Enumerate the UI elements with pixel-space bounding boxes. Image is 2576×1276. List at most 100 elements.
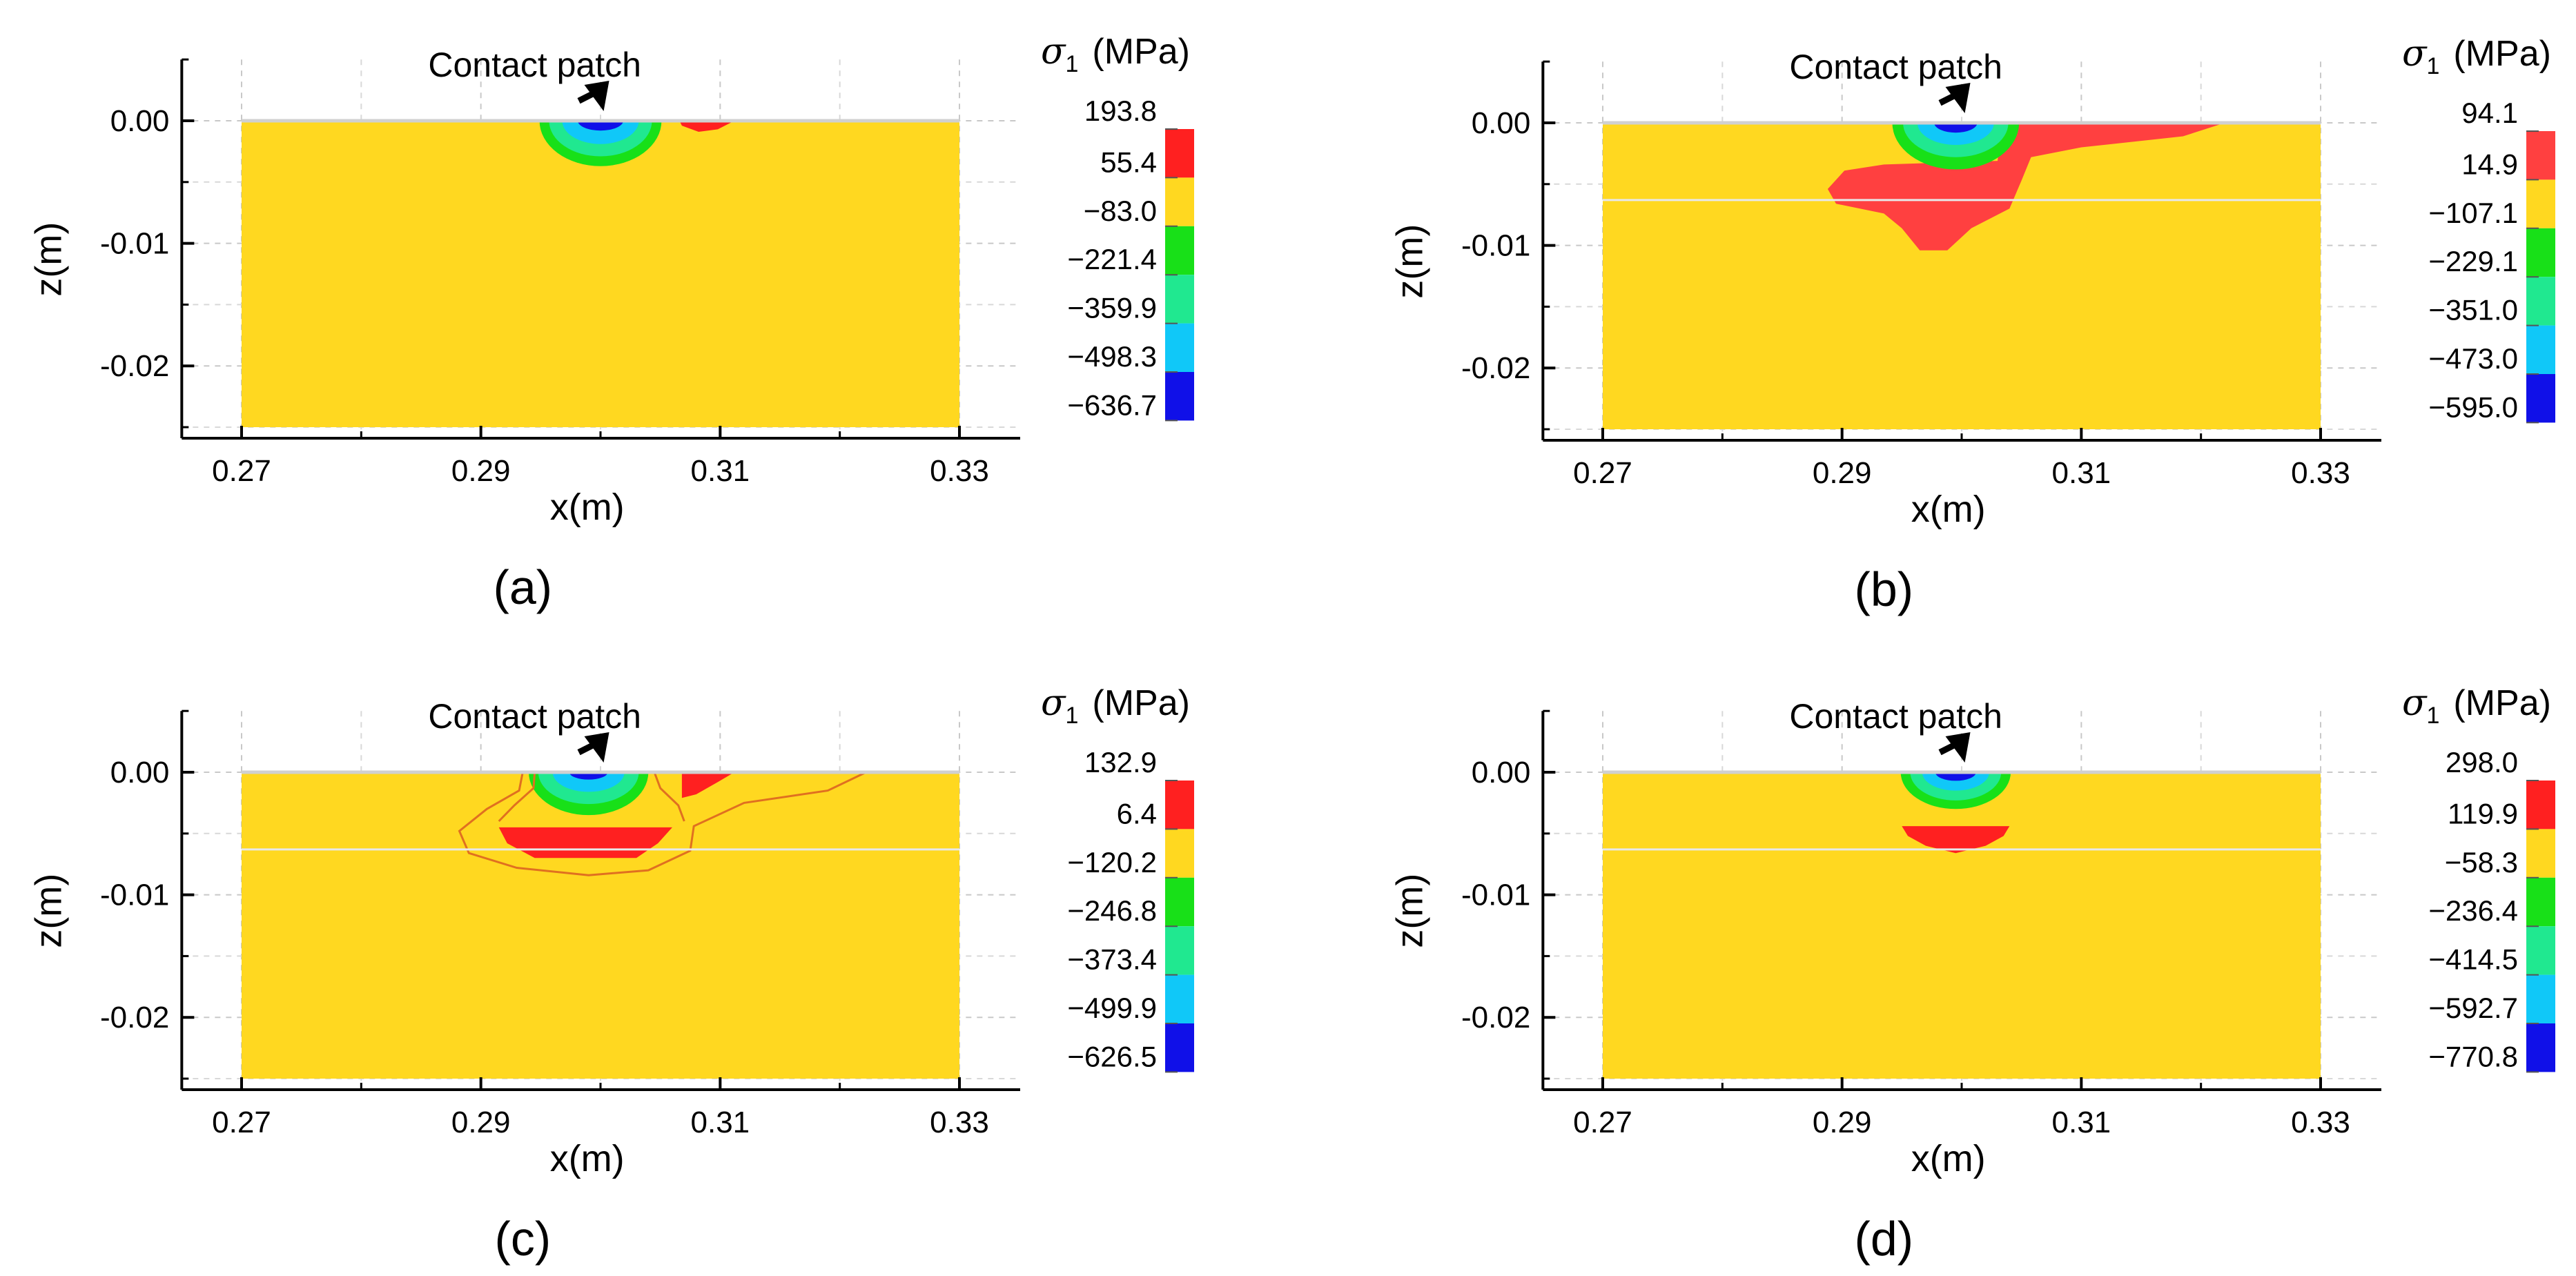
colorbar-swatch <box>1165 323 1194 372</box>
x-tick-label: 0.27 <box>212 1106 271 1139</box>
contour-region <box>552 772 625 792</box>
colorbar-swatch <box>1165 926 1194 975</box>
contour-region <box>1902 826 2010 854</box>
colorbar: σ1 (MPa) 132.9 6.4 −120.2 −246.8 −373.4 −499.9 −… <box>1041 683 1194 1073</box>
contact-patch-arrowhead <box>584 81 609 111</box>
contour-line <box>498 772 536 823</box>
contour-region <box>578 121 623 131</box>
x-tick-label: 0.27 <box>1573 456 1632 490</box>
colorbar-swatch <box>2526 877 2555 927</box>
panel-label: (d) <box>1855 1212 1914 1266</box>
colorbar-title-unit: (MPa) <box>2453 34 2551 74</box>
colorbar-title: σ1 (MPa) <box>1041 683 1190 729</box>
colorbar-swatch <box>2526 325 2555 374</box>
contour-line <box>458 772 867 876</box>
colorbar-label: −229.1 <box>2428 245 2518 277</box>
colorbar-swatch <box>2526 926 2555 975</box>
colorbar-label: 6.4 <box>1117 797 1157 830</box>
x-tick-label: 0.33 <box>930 1106 989 1139</box>
colorbar-swatch <box>2526 131 2555 180</box>
contour-region <box>679 121 735 132</box>
colorbar-label: 193.8 <box>1084 95 1157 127</box>
x-tick-label: 0.31 <box>2052 456 2111 490</box>
axes: 0.27 0.29 0.31 0.33 0.00 -0.01 -0.02 <box>1461 709 2381 1139</box>
colorbar-label: −120.2 <box>1067 846 1157 879</box>
colorbar-label: −236.4 <box>2428 894 2518 927</box>
colorbar: σ1 (MPa) 193.8 55.4 −83.0 −221.4 −359.9 −498.3 −… <box>1041 31 1194 422</box>
x-tick-label: 0.33 <box>930 454 989 488</box>
z-tick-label: 0.00 <box>110 104 170 138</box>
colorbar-label: −107.1 <box>2428 197 2518 229</box>
contact-patch-label: Contact patch <box>428 46 641 84</box>
colorbar-swatch <box>1165 275 1194 324</box>
x-axis-label: x(m) <box>1911 489 1986 530</box>
colorbar-label: −221.4 <box>1067 243 1157 275</box>
colorbar-label: −626.5 <box>1067 1040 1157 1072</box>
contact-patch-label: Contact patch <box>428 697 641 736</box>
colorbar-swatch <box>2526 277 2555 326</box>
colorbar-swatch <box>2526 374 2555 423</box>
colorbar-title-symbol: σ <box>1041 683 1066 724</box>
x-tick-label: 0.33 <box>2291 1106 2350 1139</box>
contour-region <box>1827 123 2225 251</box>
colorbar-title-unit: (MPa) <box>2453 683 2551 723</box>
z-tick-label: -0.01 <box>1461 229 1530 263</box>
z-axis-label: z(m) <box>1389 224 1430 299</box>
z-axis-label: z(m) <box>28 222 69 297</box>
colorbar-title-unit: (MPa) <box>1092 32 1190 72</box>
colorbar-label: −246.8 <box>1067 894 1157 927</box>
x-tick-label: 0.31 <box>2052 1106 2111 1139</box>
panel-c: 0.27 0.29 0.31 0.33 0.00 -0.01 -0.02 x(m) z(m) (c… <box>28 683 1194 1266</box>
panel-label: (c) <box>495 1212 552 1266</box>
panel-a: 0.27 0.29 0.31 0.33 0.00 -0.01 -0.02 x(m) z(m) (a… <box>28 31 1194 614</box>
contour-background <box>242 772 959 1079</box>
colorbar-label: −58.3 <box>2445 846 2518 879</box>
colorbar-label: 119.9 <box>2448 797 2518 830</box>
contour-region <box>562 121 639 144</box>
colorbar-swatch <box>1165 226 1194 275</box>
colorbar-title: σ1 (MPa) <box>1041 31 1190 77</box>
contact-patch-label: Contact patch <box>1789 697 2002 736</box>
panel-b: 0.27 0.29 0.31 0.33 0.00 -0.01 -0.02 x(m) z(m) (b… <box>1389 33 2555 616</box>
colorbar-title-unit: (MPa) <box>1092 683 1190 723</box>
colorbar-swatch <box>2526 228 2555 277</box>
contour-region <box>1934 123 1978 133</box>
z-tick-label: -0.01 <box>100 227 169 261</box>
colorbar-swatch <box>1165 129 1194 178</box>
colorbar-label: −414.5 <box>2428 943 2518 976</box>
contact-patch-arrowhead <box>1945 83 1971 113</box>
z-tick-label: -0.01 <box>1461 879 1530 912</box>
colorbar-swatch <box>1165 877 1194 927</box>
colorbar-title-symbol: σ <box>2402 33 2428 75</box>
z-tick-label: -0.02 <box>1461 1001 1530 1034</box>
colorbar-label: −83.0 <box>1084 195 1157 227</box>
panel-label: (b) <box>1855 562 1914 616</box>
contour-background <box>1603 772 2321 1079</box>
colorbar-swatch <box>1165 1023 1194 1072</box>
colorbar-label: 14.9 <box>2461 148 2518 180</box>
panel-d: 0.27 0.29 0.31 0.33 0.00 -0.01 -0.02 x(m) z(m) (d… <box>1389 683 2555 1266</box>
colorbar-swatch <box>1165 781 1194 830</box>
colorbar-label: −351.0 <box>2428 294 2518 326</box>
z-tick-label: 0.00 <box>1472 106 1531 140</box>
x-tick-label: 0.31 <box>691 454 750 488</box>
contact-patch-arrowhead <box>584 732 609 763</box>
contact-patch-arrowhead <box>1945 732 1971 763</box>
axes: 0.27 0.29 0.31 0.33 0.00 -0.01 -0.02 <box>1461 60 2381 490</box>
colorbar-label: 132.9 <box>1084 746 1157 778</box>
x-tick-label: 0.29 <box>451 454 511 488</box>
colorbar-title: σ1 (MPa) <box>2402 683 2551 729</box>
axes: 0.27 0.29 0.31 0.33 0.00 -0.01 -0.02 <box>100 58 1020 488</box>
x-tick-label: 0.31 <box>691 1106 750 1139</box>
contour-field <box>242 119 959 427</box>
colorbar-label: −473.0 <box>2428 342 2518 375</box>
colorbar-title-symbol: σ <box>1041 31 1066 72</box>
contour-region <box>681 772 735 798</box>
z-tick-label: 0.00 <box>1472 756 1531 789</box>
contour-region <box>569 772 608 780</box>
contour-background <box>242 121 959 427</box>
colorbar-label: −595.0 <box>2428 391 2518 423</box>
colorbar-label: −373.4 <box>1067 943 1157 976</box>
x-tick-label: 0.27 <box>212 454 271 488</box>
